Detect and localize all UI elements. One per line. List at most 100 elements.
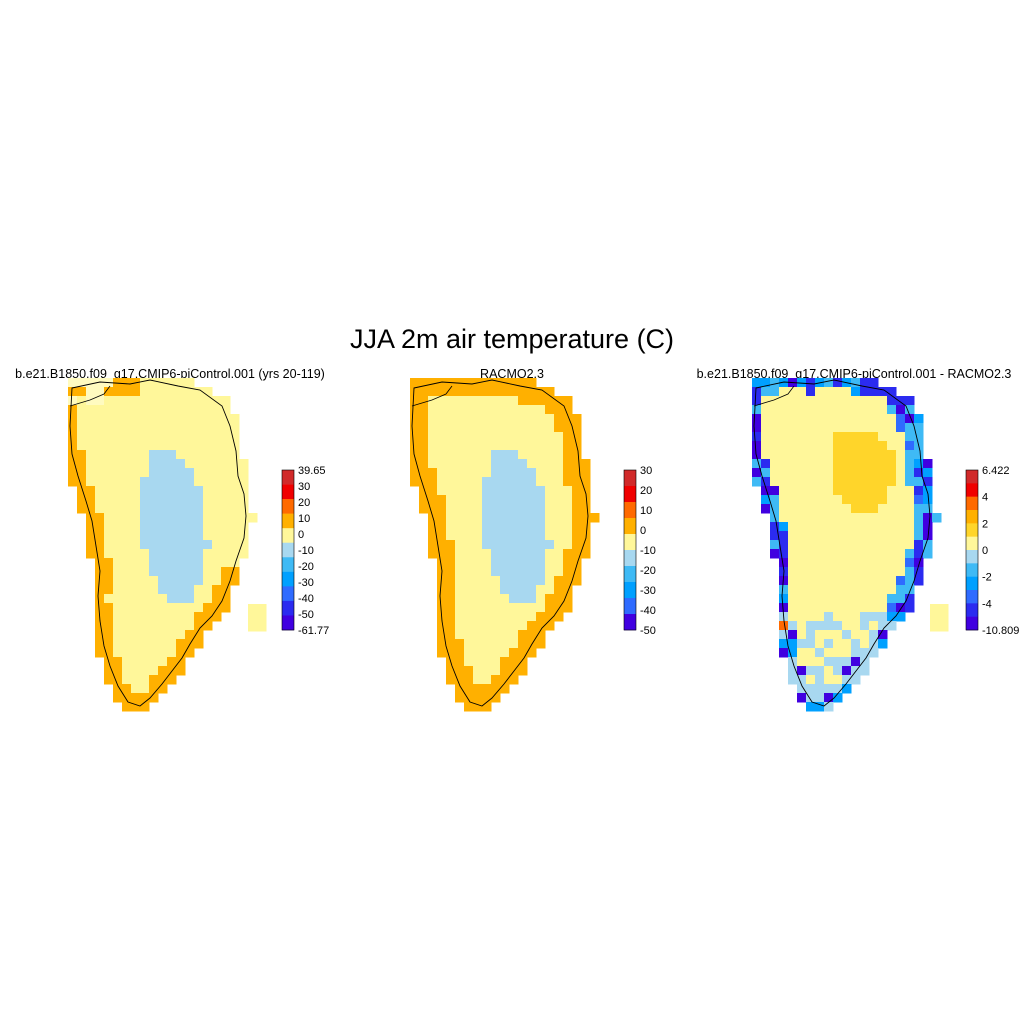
grid-cell [824, 441, 834, 451]
grid-cell [455, 522, 465, 532]
grid-cell [536, 468, 546, 478]
grid-cell [410, 468, 420, 478]
grid-cell [509, 531, 519, 541]
grid-cell [824, 378, 834, 388]
grid-cell [77, 423, 87, 433]
grid-cell [131, 666, 141, 676]
grid-cell [167, 468, 177, 478]
colorbar-tick-label: -50 [640, 625, 656, 637]
grid-cell [842, 468, 852, 478]
grid-cell [518, 504, 528, 514]
grid-cell [545, 459, 555, 469]
grid-cell [752, 378, 762, 388]
grid-cell [500, 576, 510, 586]
grid-cell [482, 459, 492, 469]
grid-cell [500, 630, 510, 640]
grid-cell [95, 522, 105, 532]
grid-cell [122, 495, 132, 505]
grid-cell [491, 531, 501, 541]
grid-cell [149, 675, 159, 685]
grid-cell [527, 423, 537, 433]
grid-cell [563, 450, 573, 460]
grid-cell [167, 612, 177, 622]
grid-cell [851, 396, 861, 406]
grid-cell [860, 549, 870, 559]
grid-cell [419, 405, 429, 415]
grid-cell [491, 396, 501, 406]
grid-cell [113, 468, 123, 478]
grid-cell [860, 612, 870, 622]
grid-cell [230, 540, 240, 550]
grid-cell [464, 432, 474, 442]
grid-cell [788, 477, 798, 487]
grid-cell [212, 486, 222, 496]
grid-cell [230, 432, 240, 442]
grid-cell [887, 567, 897, 577]
grid-cell [122, 486, 132, 496]
grid-cell [833, 648, 843, 658]
grid-cell [419, 387, 429, 397]
grid-cell [527, 603, 537, 613]
grid-cell [851, 630, 861, 640]
grid-cell [824, 639, 834, 649]
grid-cell [518, 495, 528, 505]
grid-cell [554, 549, 564, 559]
grid-cell [554, 423, 564, 433]
grid-cell [896, 585, 906, 595]
grid-cell [842, 441, 852, 451]
grid-cell [788, 585, 798, 595]
grid-cell [914, 522, 924, 532]
grid-cell [815, 450, 825, 460]
grid-cell [104, 522, 114, 532]
grid-cell [761, 405, 771, 415]
grid-cell [518, 414, 528, 424]
grid-cell [779, 594, 789, 604]
grid-cell [815, 684, 825, 694]
panel-title-difference: b.e21.B1850.f09_g17.CMIP6-piControl.001 … [696, 367, 1012, 381]
grid-cell [122, 630, 132, 640]
grid-cell [563, 396, 573, 406]
grid-cell [428, 486, 438, 496]
grid-cell [158, 675, 168, 685]
grid-cell [185, 486, 195, 496]
grid-cell [842, 666, 852, 676]
grid-cell [167, 387, 177, 397]
grid-cell [914, 540, 924, 550]
grid-cell [464, 468, 474, 478]
grid-cell [221, 432, 231, 442]
grid-cell [113, 396, 123, 406]
grid-cell [833, 531, 843, 541]
grid-cell [68, 432, 78, 442]
grid-cell [761, 423, 771, 433]
grid-cell [788, 423, 798, 433]
grid-cell [572, 522, 582, 532]
grid-cell [545, 576, 555, 586]
grid-cell [95, 558, 105, 568]
colorbar-tick-label: -61.77 [298, 625, 329, 637]
grid-cell [500, 558, 510, 568]
grid-cell [788, 459, 798, 469]
grid-cell [221, 405, 231, 415]
grid-cell [545, 414, 555, 424]
grid-cell [104, 576, 114, 586]
grid-cell [86, 423, 96, 433]
grid-cell [473, 639, 483, 649]
grid-cell [158, 414, 168, 424]
grid-cell [815, 567, 825, 577]
grid-cell [149, 396, 159, 406]
grid-cell [491, 675, 501, 685]
grid-cell [104, 585, 114, 595]
grid-cell [194, 414, 204, 424]
grid-cell [203, 540, 213, 550]
grid-cell [212, 504, 222, 514]
grid-cell [239, 531, 249, 541]
grid-cell [788, 387, 798, 397]
grid-cell [473, 675, 483, 685]
grid-cell [221, 603, 231, 613]
grid-cell [140, 702, 150, 712]
grid-cell [842, 486, 852, 496]
grid-cell [167, 549, 177, 559]
grid-cell [131, 639, 141, 649]
grid-cell [131, 423, 141, 433]
grid-cell [887, 396, 897, 406]
